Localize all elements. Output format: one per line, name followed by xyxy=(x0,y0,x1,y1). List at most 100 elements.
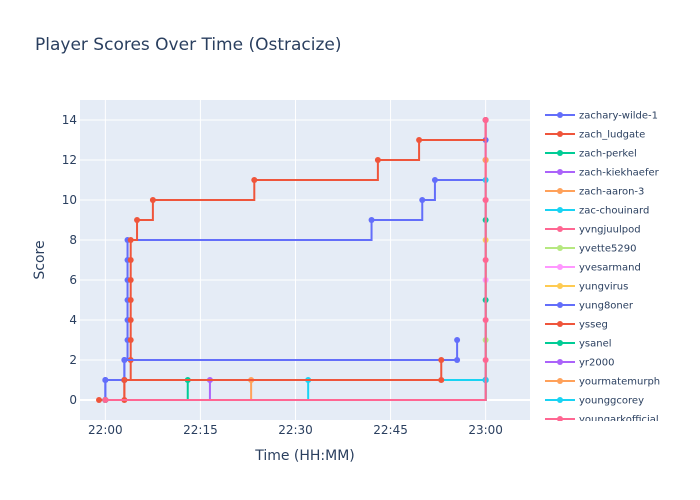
legend-swatch-marker xyxy=(557,283,563,289)
legend-label: zachary-wilde-1 xyxy=(579,111,658,122)
plot-area xyxy=(80,100,530,420)
legend-swatch-marker xyxy=(557,397,563,403)
data-point xyxy=(438,357,445,363)
data-point xyxy=(416,137,423,143)
data-point xyxy=(251,177,258,183)
traces xyxy=(96,117,489,403)
legend-item[interactable]: yvette5290 xyxy=(545,244,636,255)
legend-swatch-marker xyxy=(557,169,563,175)
legend-swatch-marker xyxy=(557,416,563,421)
y-axis-title: Score xyxy=(32,240,48,279)
data-point xyxy=(454,337,461,343)
data-point xyxy=(368,217,375,223)
y-tick-label: 2 xyxy=(69,353,77,367)
legend-label: yr2000 xyxy=(579,358,614,369)
legend-label: yung8oner xyxy=(579,301,634,312)
legend-item[interactable]: younggcorey xyxy=(545,396,644,407)
legend-swatch-marker xyxy=(557,150,563,156)
data-point xyxy=(102,377,109,383)
legend-item[interactable]: ysseg xyxy=(545,320,608,331)
legend-item[interactable]: yr2000 xyxy=(545,358,614,369)
x-axis-title: Time (HH:MM) xyxy=(254,448,355,464)
data-point xyxy=(431,177,438,183)
legend[interactable]: zachary-wilde-1 zach_ludgate zach-perkel za… xyxy=(545,111,660,426)
legend-item[interactable]: yungvirus xyxy=(545,282,628,293)
data-point xyxy=(127,337,134,343)
legend-item[interactable]: zach-kiekhaefer xyxy=(545,168,660,179)
x-tick-labels: 22:00 22:15 22:30 22:45 23:00 xyxy=(88,423,503,437)
legend-label: younggcorey xyxy=(579,396,644,407)
data-point xyxy=(482,317,489,323)
legend-label: yungvirus xyxy=(579,282,628,293)
legend-item[interactable]: zach-perkel xyxy=(545,149,637,160)
data-point xyxy=(438,377,445,383)
legend-item[interactable]: yourmatemurph xyxy=(545,377,660,388)
legend-swatch-marker xyxy=(557,226,563,232)
x-tick-label: 23:00 xyxy=(468,423,503,437)
series-line xyxy=(104,340,459,400)
data-point xyxy=(102,397,109,403)
y-tick-label: 6 xyxy=(69,273,77,287)
x-tick-label: 22:30 xyxy=(278,423,313,437)
legend-item[interactable]: yvesarmand xyxy=(545,263,641,274)
chart-title: Player Scores Over Time (Ostracize) xyxy=(35,35,342,55)
data-point xyxy=(121,377,128,383)
legend-swatch-marker xyxy=(557,188,563,194)
legend-label: yourmatemurph xyxy=(579,377,660,388)
legend-swatch-marker xyxy=(557,340,563,346)
legend-swatch-marker xyxy=(557,264,563,270)
legend-swatch-marker xyxy=(557,207,563,213)
series-line xyxy=(99,120,487,401)
legend-item[interactable]: zac-chouinard xyxy=(545,206,649,217)
legend-label: yvesarmand xyxy=(579,263,641,274)
data-point xyxy=(419,197,426,203)
series-yung8oner[interactable] xyxy=(102,337,461,403)
data-point xyxy=(134,217,141,223)
data-point xyxy=(482,197,489,203)
legend-item[interactable]: yvngjuulpod xyxy=(545,225,641,236)
legend-swatch-marker xyxy=(557,321,563,327)
legend-label: yvngjuulpod xyxy=(579,225,641,236)
y-tick-labels: 0 2 4 6 8 10 12 14 xyxy=(62,113,77,407)
legend-label: zach_ludgate xyxy=(579,130,645,141)
legend-label: zach-perkel xyxy=(579,149,637,160)
x-tick-label: 22:45 xyxy=(373,423,408,437)
y-tick-label: 14 xyxy=(62,113,77,127)
data-point xyxy=(149,197,156,203)
series-youngarkofficial[interactable] xyxy=(102,117,489,403)
data-point xyxy=(96,397,103,403)
legend-item[interactable]: yung8oner xyxy=(545,301,634,312)
legend-item[interactable]: ysanel xyxy=(545,339,612,350)
legend-item[interactable]: zach_ludgate xyxy=(545,130,645,141)
data-point xyxy=(127,237,134,243)
y-tick-label: 10 xyxy=(62,193,77,207)
x-tick-label: 22:15 xyxy=(183,423,218,437)
legend-swatch-marker xyxy=(557,302,563,308)
legend-label: yvette5290 xyxy=(579,244,636,255)
x-tick-label: 22:00 xyxy=(88,423,123,437)
y-tick-label: 0 xyxy=(69,393,77,407)
y-tick-label: 12 xyxy=(62,153,77,167)
y-tick-label: 8 xyxy=(69,233,77,247)
y-tick-label: 4 xyxy=(69,313,77,327)
data-point xyxy=(127,297,134,303)
legend-swatch-marker xyxy=(557,245,563,251)
data-point xyxy=(121,357,128,363)
data-point xyxy=(127,257,134,263)
legend-label: ysanel xyxy=(579,339,612,350)
legend-label: ysseg xyxy=(579,320,608,331)
data-point xyxy=(482,357,489,363)
legend-swatch-marker xyxy=(557,112,563,118)
data-point xyxy=(127,317,134,323)
data-point xyxy=(482,257,489,263)
legend-label: youngarkofficial xyxy=(579,415,659,426)
legend-item[interactable]: youngarkofficial xyxy=(545,415,659,426)
data-point xyxy=(454,357,461,363)
legend-label: zach-kiekhaefer xyxy=(579,168,660,179)
data-point xyxy=(127,277,134,283)
legend-swatch-marker xyxy=(557,378,563,384)
legend-item[interactable]: zachary-wilde-1 xyxy=(545,111,658,122)
legend-item[interactable]: zach-aaron-3 xyxy=(545,187,644,198)
data-point xyxy=(374,157,381,163)
